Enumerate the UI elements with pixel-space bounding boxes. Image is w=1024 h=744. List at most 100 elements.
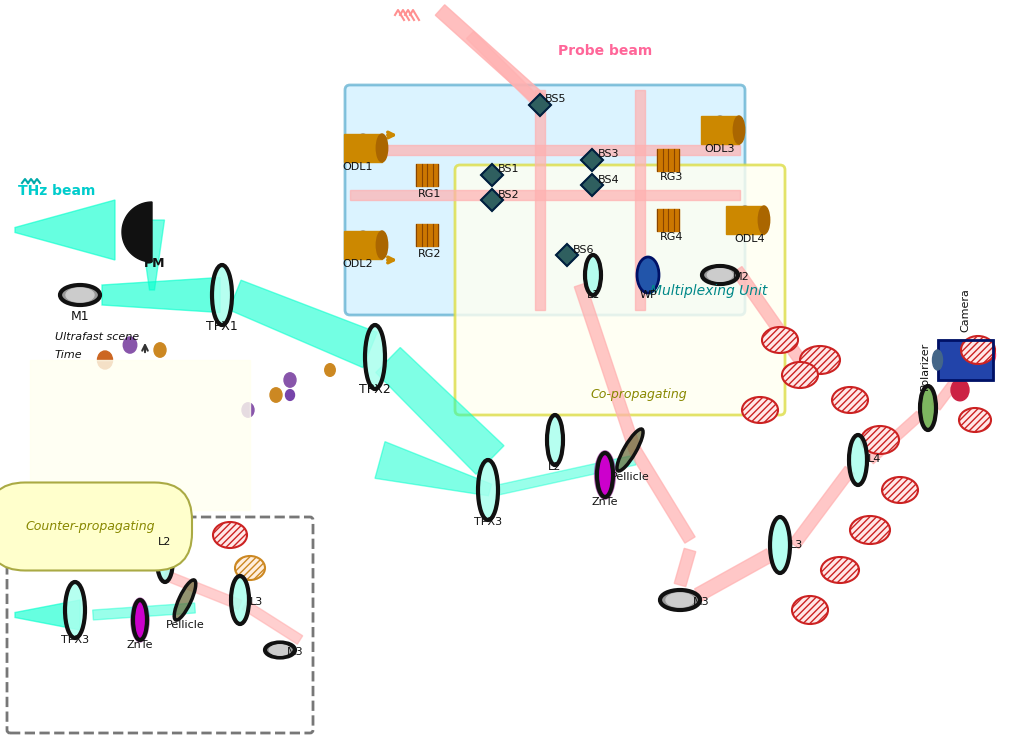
Ellipse shape xyxy=(547,415,563,465)
Text: TPX3: TPX3 xyxy=(61,635,89,645)
Text: BS1: BS1 xyxy=(498,164,519,174)
Bar xyxy=(938,340,992,380)
Ellipse shape xyxy=(376,231,388,259)
Bar xyxy=(344,134,382,162)
Ellipse shape xyxy=(585,255,601,295)
Bar xyxy=(726,206,764,234)
Polygon shape xyxy=(467,31,544,109)
Bar xyxy=(657,149,679,171)
Text: BS2: BS2 xyxy=(498,190,519,200)
Text: PM: PM xyxy=(144,257,166,270)
Text: M1: M1 xyxy=(71,310,89,323)
Polygon shape xyxy=(574,283,641,452)
Ellipse shape xyxy=(595,451,615,499)
Polygon shape xyxy=(535,90,545,310)
Text: Multiplexing Unit: Multiplexing Unit xyxy=(650,284,767,298)
Ellipse shape xyxy=(782,362,818,388)
Text: ZnTe: ZnTe xyxy=(127,640,154,650)
Polygon shape xyxy=(435,4,545,105)
Text: THz beam: THz beam xyxy=(18,184,95,198)
Ellipse shape xyxy=(616,429,643,471)
Ellipse shape xyxy=(478,460,498,520)
Ellipse shape xyxy=(231,576,249,624)
Polygon shape xyxy=(866,411,924,464)
Text: Pellicle: Pellicle xyxy=(610,472,649,482)
FancyBboxPatch shape xyxy=(455,165,785,415)
Ellipse shape xyxy=(961,336,995,364)
Ellipse shape xyxy=(365,325,385,389)
Text: BS6: BS6 xyxy=(573,245,595,255)
Ellipse shape xyxy=(174,580,196,620)
Text: Time: Time xyxy=(55,350,83,360)
Ellipse shape xyxy=(97,351,113,369)
Text: ODL4: ODL4 xyxy=(734,234,765,244)
Ellipse shape xyxy=(355,134,371,162)
Text: Pellicle: Pellicle xyxy=(166,620,205,630)
Ellipse shape xyxy=(759,206,770,234)
Polygon shape xyxy=(529,94,551,116)
Ellipse shape xyxy=(133,600,147,640)
Polygon shape xyxy=(229,280,377,368)
Text: L3: L3 xyxy=(250,597,263,607)
Ellipse shape xyxy=(933,350,942,370)
Text: RG4: RG4 xyxy=(660,232,683,242)
Text: Polarizer: Polarizer xyxy=(920,341,930,390)
Polygon shape xyxy=(350,145,740,155)
Ellipse shape xyxy=(660,590,700,610)
Polygon shape xyxy=(481,189,503,211)
Ellipse shape xyxy=(325,364,335,376)
Polygon shape xyxy=(932,372,964,410)
Text: L1: L1 xyxy=(587,290,600,300)
FancyBboxPatch shape xyxy=(345,85,745,315)
Ellipse shape xyxy=(376,134,388,162)
Ellipse shape xyxy=(66,288,94,302)
Polygon shape xyxy=(497,455,636,495)
Text: ODL2: ODL2 xyxy=(343,259,374,269)
Text: M2: M2 xyxy=(733,272,750,282)
Ellipse shape xyxy=(770,517,790,573)
Text: BS5: BS5 xyxy=(545,94,566,104)
Bar xyxy=(344,231,382,259)
Polygon shape xyxy=(376,347,504,474)
Ellipse shape xyxy=(270,388,282,403)
Ellipse shape xyxy=(269,645,291,655)
Polygon shape xyxy=(139,220,165,290)
Text: RG3: RG3 xyxy=(660,172,683,182)
Polygon shape xyxy=(15,600,80,630)
Ellipse shape xyxy=(213,522,247,548)
Ellipse shape xyxy=(742,397,778,423)
Text: L2: L2 xyxy=(159,537,172,547)
Text: L3: L3 xyxy=(790,540,803,550)
Ellipse shape xyxy=(975,342,995,368)
Bar xyxy=(416,164,438,186)
Ellipse shape xyxy=(286,390,295,400)
Text: ODL1: ODL1 xyxy=(343,162,374,172)
Polygon shape xyxy=(630,447,695,543)
Ellipse shape xyxy=(850,516,890,544)
Ellipse shape xyxy=(234,556,265,580)
Ellipse shape xyxy=(157,538,173,582)
Ellipse shape xyxy=(123,337,137,353)
Ellipse shape xyxy=(597,453,613,497)
Polygon shape xyxy=(694,549,773,601)
Polygon shape xyxy=(674,548,695,587)
Ellipse shape xyxy=(959,408,991,432)
Text: ZnTe: ZnTe xyxy=(592,497,618,507)
Text: Co-propagating: Co-propagating xyxy=(590,388,687,401)
Ellipse shape xyxy=(355,231,371,259)
Polygon shape xyxy=(375,442,492,496)
Bar xyxy=(657,209,679,231)
Ellipse shape xyxy=(60,285,100,305)
Ellipse shape xyxy=(25,601,40,619)
Ellipse shape xyxy=(762,327,798,353)
Ellipse shape xyxy=(65,582,85,638)
Polygon shape xyxy=(732,266,805,363)
Text: Ultrafast scene: Ultrafast scene xyxy=(55,332,139,342)
Polygon shape xyxy=(556,244,578,266)
Ellipse shape xyxy=(713,116,728,144)
Polygon shape xyxy=(243,601,303,644)
Text: WP: WP xyxy=(639,290,656,300)
Polygon shape xyxy=(163,571,242,609)
Ellipse shape xyxy=(708,269,732,281)
Text: M3: M3 xyxy=(287,647,304,657)
